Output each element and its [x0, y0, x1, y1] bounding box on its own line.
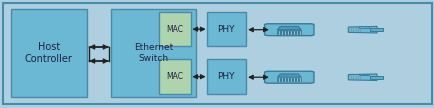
FancyBboxPatch shape [264, 24, 313, 36]
Text: PHY: PHY [217, 25, 234, 34]
Polygon shape [277, 26, 301, 30]
FancyBboxPatch shape [264, 71, 313, 83]
FancyBboxPatch shape [3, 3, 431, 104]
Bar [277, 30, 301, 34]
Text: Ethernet
Switch: Ethernet Switch [133, 43, 173, 63]
Text: MAC: MAC [166, 72, 183, 81]
FancyBboxPatch shape [11, 9, 87, 97]
Bar [369, 76, 382, 79]
Bar [277, 78, 301, 82]
Polygon shape [358, 26, 368, 28]
Polygon shape [348, 26, 376, 33]
FancyBboxPatch shape [111, 9, 195, 97]
FancyBboxPatch shape [158, 12, 191, 46]
FancyBboxPatch shape [206, 59, 245, 94]
Polygon shape [348, 74, 376, 80]
Text: PHY: PHY [217, 72, 234, 81]
FancyBboxPatch shape [158, 59, 191, 94]
Text: Host
Controller: Host Controller [25, 42, 73, 64]
Text: MAC: MAC [166, 25, 183, 34]
FancyBboxPatch shape [206, 12, 245, 46]
Bar [369, 28, 382, 31]
Polygon shape [358, 74, 368, 75]
Polygon shape [277, 74, 301, 77]
